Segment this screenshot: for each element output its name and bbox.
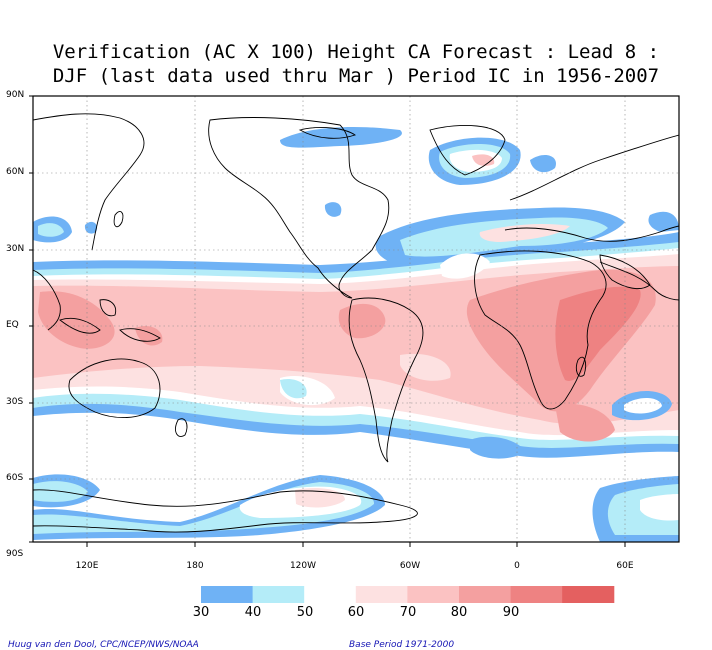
lat-label-30s: 30S (6, 397, 24, 407)
south-indian-ring-inner (624, 397, 662, 414)
colorbar-label-90: 90 (502, 605, 520, 620)
coastlines (33, 113, 679, 533)
base-period-text: Base Period 1971-2000 (349, 640, 455, 650)
lon-label-60w: 60W (399, 561, 421, 571)
colorbar-label-70: 70 (399, 605, 417, 620)
north-pacific-light-west (38, 223, 64, 237)
lon-label-120e: 120E (75, 561, 99, 571)
lon-label-60e: 60E (616, 561, 634, 571)
south-atlantic-core (555, 403, 615, 442)
southern-ocean-pink (295, 488, 345, 508)
colorbar-label-50: 50 (296, 605, 314, 620)
title-line-2: DJF (last data used thru Mar ) Period IC… (52, 65, 660, 87)
colorbar-swatch (459, 586, 512, 603)
southern-ocean-white-east (640, 494, 679, 521)
greenland-pink (472, 154, 495, 166)
colorbar-label-40: 40 (244, 605, 262, 620)
lat-label-eq: EQ (6, 320, 19, 330)
colorbar-swatch (304, 586, 357, 603)
colorbar-label-30: 30 (192, 605, 210, 620)
lon-label-0: 0 (514, 561, 520, 571)
lon-label-120w: 120W (289, 561, 317, 571)
credit-text: Huug van den Dool, CPC/NCEP/NWS/NOAA (8, 640, 199, 650)
atlantic-band-pink (479, 224, 570, 242)
colorbar (201, 586, 615, 603)
colorbar-label-80: 80 (450, 605, 468, 620)
colorbar-swatch (407, 586, 460, 603)
lon-label-180: 180 (186, 561, 204, 571)
europe-blue (530, 154, 556, 173)
colorbar-swatch (201, 586, 254, 603)
colorbar-swatch (355, 586, 408, 603)
lat-label-60n: 60N (6, 167, 25, 177)
south-america-core (338, 303, 386, 339)
map-field (33, 96, 679, 542)
axis-ticks (29, 95, 626, 547)
west-pacific-blue-spot (84, 221, 98, 234)
lat-label-90s: 90S (6, 549, 24, 559)
colorbar-label-60: 60 (347, 605, 365, 620)
lat-label-30n: 30N (6, 244, 25, 254)
colorbar-swatch (510, 586, 563, 603)
title-line-1: Verification (AC X 100) Height CA Foreca… (52, 41, 660, 63)
maritime-continent-core (38, 291, 115, 349)
colorbar-swatch (252, 586, 305, 603)
pacific-blue-spot (324, 202, 342, 217)
south-atlantic-blue-spur (470, 436, 525, 459)
colorbar-swatch (562, 586, 615, 603)
east-indian-blue-spot (648, 211, 679, 232)
arctic-blue (280, 127, 402, 148)
south-pacific-blue (280, 378, 307, 399)
lat-label-60s: 60S (6, 473, 24, 483)
map-frame (32, 95, 680, 543)
africa-inner-core (555, 286, 641, 381)
lat-label-90n: 90N (6, 90, 25, 100)
atlantic-white-patch (400, 353, 451, 381)
